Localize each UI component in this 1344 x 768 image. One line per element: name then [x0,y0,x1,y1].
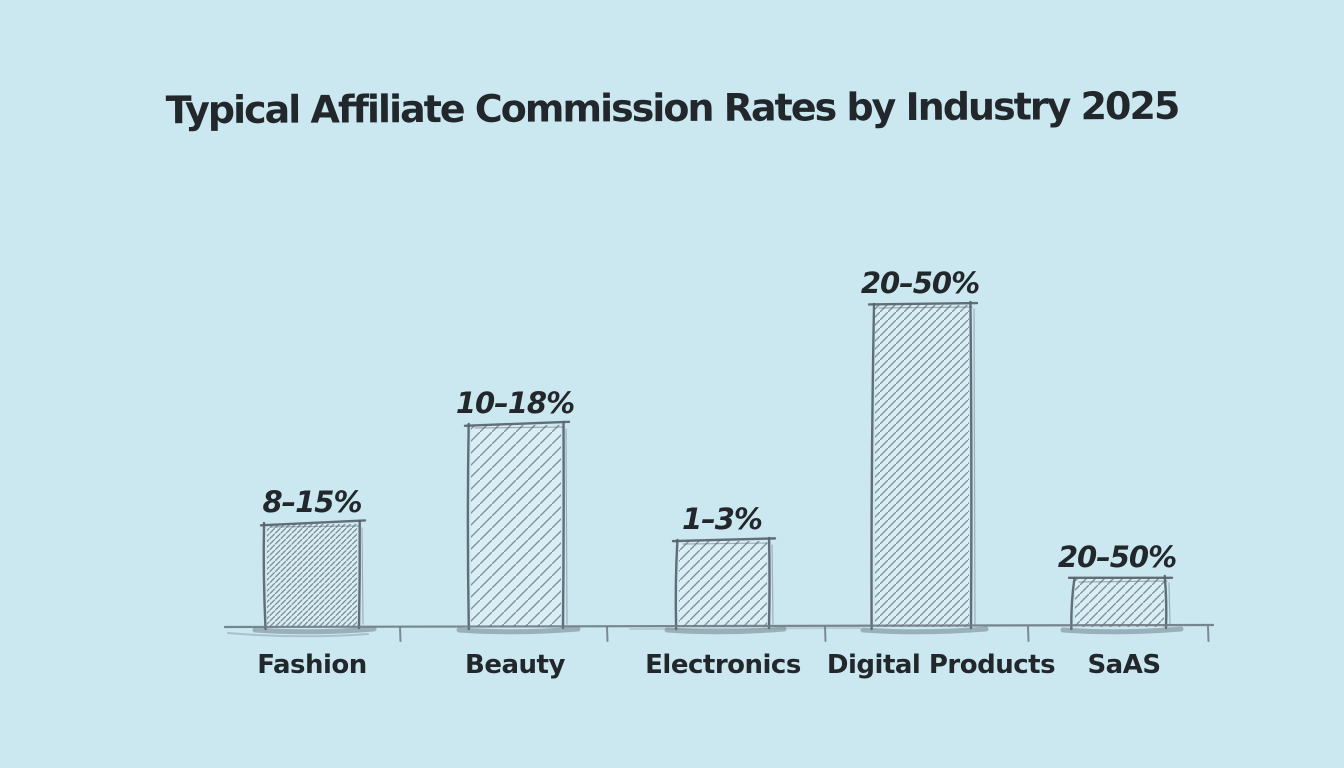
x-axis-restroke [629,627,861,630]
bar-base-smudge [664,626,787,635]
bar-outline-right-double [361,527,364,625]
bar-group: 10–18% Beauty [456,386,581,680]
bar-outline-top-double [682,542,771,545]
bar-outline-top [259,519,367,527]
bar-outline-top-double [270,525,361,528]
bar-base-smudge [252,626,377,635]
bar-hatch [875,305,969,627]
category-label: SaAS [1087,650,1160,680]
x-axis-tick [606,626,609,642]
bar-outline-top [867,301,979,306]
bar-group: 8–15% Fashion [252,485,377,680]
bar-group: 20–50% Digital Products [827,266,1056,680]
category-label: Digital Products [827,650,1055,680]
bar-outline-top-double [1078,580,1168,583]
bar-base-smudge [456,626,581,635]
bar-base-smudge [860,626,989,635]
bar-outline-left [466,422,471,631]
bar-outline-top [671,537,777,543]
bar-base-smudge [1060,626,1184,635]
bar-outline-top-double [878,306,973,309]
bar-value-label: 20–50% [1058,540,1176,574]
bar-outline-left [870,302,876,631]
bar-outline-left [1070,576,1076,631]
bar-hatch [471,425,561,627]
bar-hatch [679,541,767,627]
x-axis-tick [399,626,402,642]
x-axis-tick [1027,626,1030,642]
category-label: Electronics [645,650,801,680]
bar-outline-right [969,300,973,630]
bar-value-label: 1–3% [682,502,762,536]
bar-group: 1–3% Electronics [645,502,801,680]
bar-hatch [1075,579,1164,627]
bar-outline-right [561,420,565,630]
bar-value-label: 20–50% [861,266,979,300]
bar-outline-right-double [973,308,976,625]
x-axis-tick [824,626,827,642]
category-label: Beauty [465,650,565,680]
bar-outline-top [463,420,571,428]
bar-group: 20–50% SaAS [1058,540,1184,680]
bar-outline-right-double [771,544,774,625]
bar-value-label: 10–18% [456,386,574,420]
bar-outline-top-double [474,426,565,429]
bar-outline-right [1163,574,1168,630]
category-label: Fashion [257,650,367,680]
bar-value-label: 8–15% [262,485,361,519]
bar-hatch [267,524,357,627]
bar-outline-left [674,538,679,631]
x-axis-tick [1207,626,1210,642]
bar-outline-right-double [1168,582,1171,625]
x-axis-line [223,623,1215,629]
bar-outline-left [262,521,267,631]
bar-outline-right [767,536,771,630]
bar-outline-right [357,519,361,630]
x-axis-restroke [227,632,369,638]
bar-outline-right-double [565,428,568,625]
